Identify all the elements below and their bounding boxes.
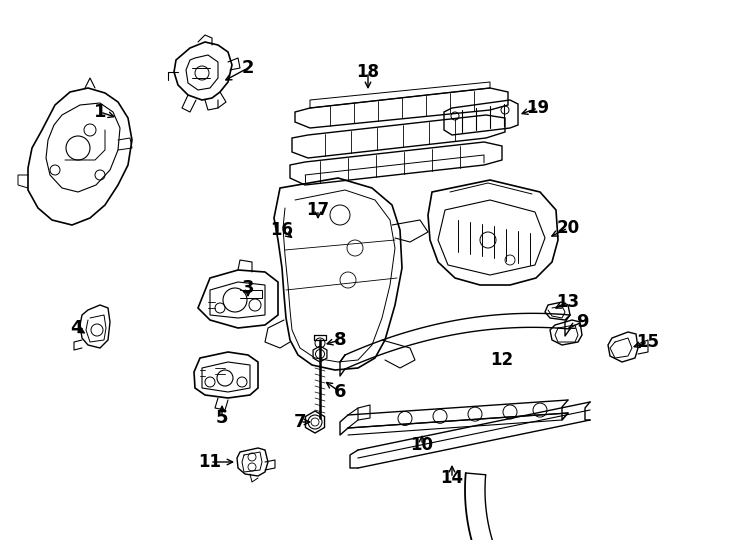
Text: 9: 9 <box>575 313 588 331</box>
Text: 4: 4 <box>70 319 82 337</box>
Text: 8: 8 <box>334 331 346 349</box>
Text: 6: 6 <box>334 383 346 401</box>
Text: 1: 1 <box>94 103 106 121</box>
Text: 7: 7 <box>294 413 306 431</box>
Text: 10: 10 <box>410 436 434 454</box>
Text: 14: 14 <box>440 469 464 487</box>
Text: 18: 18 <box>357 63 379 81</box>
Text: 17: 17 <box>306 201 330 219</box>
Text: 19: 19 <box>526 99 550 117</box>
Text: 20: 20 <box>556 219 580 237</box>
Text: 15: 15 <box>636 333 660 351</box>
Text: 16: 16 <box>271 221 294 239</box>
Text: 12: 12 <box>490 351 514 369</box>
Text: 13: 13 <box>556 293 580 311</box>
Text: 11: 11 <box>198 453 222 471</box>
Text: 2: 2 <box>241 59 254 77</box>
Text: 5: 5 <box>216 409 228 427</box>
Text: 3: 3 <box>241 279 254 297</box>
